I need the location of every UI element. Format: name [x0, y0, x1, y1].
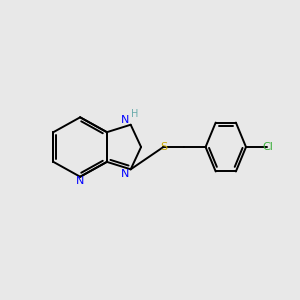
Text: H: H [131, 109, 138, 119]
Text: N: N [121, 169, 129, 179]
Text: N: N [121, 115, 129, 125]
Text: N: N [76, 176, 84, 186]
Text: S: S [160, 142, 167, 152]
Text: Cl: Cl [262, 142, 273, 152]
